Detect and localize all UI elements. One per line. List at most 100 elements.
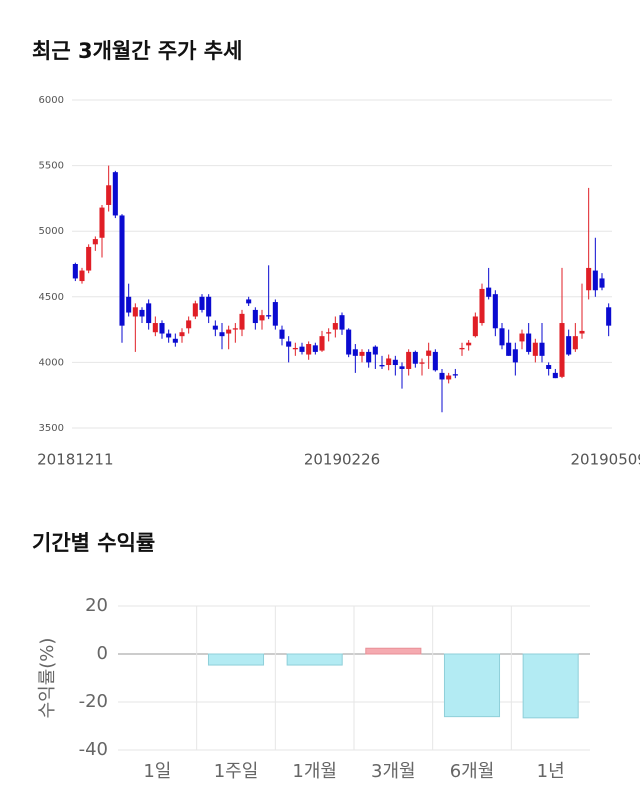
candle-body — [372, 346, 378, 355]
x-tick-label: 6개월 — [450, 761, 495, 782]
y-tick-label: 4500 — [39, 292, 64, 303]
candle-body — [139, 309, 145, 317]
candle-body — [166, 333, 172, 338]
candle-body — [152, 323, 158, 333]
x-tick-label: 20190226 — [304, 451, 380, 469]
candle-body — [312, 345, 318, 352]
candle-body — [359, 351, 365, 356]
y-tick-label: 5500 — [39, 161, 64, 172]
candle-body — [379, 365, 385, 367]
candle-body — [419, 362, 425, 364]
candle-body — [406, 351, 412, 369]
candle-body — [266, 315, 272, 317]
bar — [443, 653, 501, 718]
y-tick-label: 5000 — [39, 226, 64, 237]
y-axis-label: 수익률(%) — [37, 638, 58, 719]
candle-body — [292, 347, 298, 350]
bar-title: 기간별 수익률 — [32, 531, 155, 555]
candle-body — [326, 332, 332, 334]
candle-body — [472, 316, 478, 337]
candle-body — [426, 350, 432, 356]
candle-body — [112, 172, 118, 216]
candle-title: 최근 3개월간 주가 추세 — [32, 39, 242, 63]
candle-body — [532, 342, 538, 356]
candle-body — [579, 330, 585, 334]
candle-body — [146, 303, 152, 324]
bar — [365, 647, 422, 655]
candle-body — [192, 303, 198, 317]
candle-body — [186, 320, 192, 329]
candle-body — [86, 246, 92, 271]
candle-body — [586, 267, 592, 291]
candle-body — [239, 313, 245, 330]
y-tick-label: -40 — [79, 739, 108, 760]
candle-body — [412, 351, 418, 364]
candle-body — [546, 365, 552, 369]
candle-body — [352, 349, 358, 356]
y-tick-label: -20 — [79, 691, 108, 712]
candle-body — [126, 296, 132, 313]
candle-body — [272, 302, 278, 326]
candle-body — [599, 278, 605, 288]
candle-body — [332, 323, 338, 330]
candle-body — [106, 185, 112, 205]
bar — [207, 653, 265, 666]
candle-body — [399, 366, 405, 369]
candle-body — [226, 329, 232, 334]
candle-body — [219, 332, 225, 337]
candle-body — [459, 347, 465, 350]
y-tick-label: 4000 — [39, 357, 64, 368]
candle-body — [212, 325, 218, 330]
x-tick-label: 1년 — [537, 761, 565, 782]
candle-body — [526, 333, 532, 352]
candle-body — [319, 336, 325, 351]
candle-body — [606, 307, 612, 326]
candle-body — [552, 372, 558, 379]
candle-body — [519, 333, 525, 342]
candle-body — [286, 341, 292, 347]
y-tick-label: 0 — [97, 643, 108, 664]
candle-body — [559, 323, 565, 377]
candle-body — [566, 336, 572, 355]
candle-body — [446, 375, 452, 380]
candle-body — [232, 328, 238, 330]
candle-body — [99, 207, 105, 238]
candle-body — [452, 374, 458, 376]
candle-body — [386, 358, 392, 366]
y-tick-label: 6000 — [39, 95, 64, 106]
candle-body — [492, 294, 498, 329]
bar — [522, 653, 579, 719]
candle-body — [499, 328, 505, 346]
x-tick-label: 20190509 — [570, 451, 640, 469]
candle-body — [466, 342, 472, 346]
candle-body — [539, 342, 545, 356]
x-tick-label: 3개월 — [371, 761, 416, 782]
candle-body — [172, 338, 178, 343]
candle-body — [479, 288, 485, 324]
candle-body — [179, 332, 185, 337]
candle-body — [392, 359, 398, 366]
candle-body — [299, 346, 305, 352]
bar — [286, 653, 343, 666]
x-tick-label: 1주일 — [214, 761, 259, 782]
candle-body — [512, 349, 518, 363]
candle-body — [592, 270, 598, 291]
candle-body — [432, 351, 438, 371]
candle-body — [259, 315, 265, 321]
candle-body — [346, 329, 352, 355]
candle-body — [132, 307, 138, 317]
candle-body — [79, 270, 85, 282]
x-tick-label: 1개월 — [292, 761, 337, 782]
candle-body — [119, 215, 125, 326]
candle-body — [279, 329, 285, 339]
candle-body — [252, 309, 258, 324]
x-tick-label: 20181211 — [37, 451, 113, 469]
candle-body — [159, 323, 165, 334]
candle-body — [306, 344, 312, 355]
candle-body — [246, 299, 252, 304]
candle-body — [439, 372, 445, 380]
candle-body — [92, 239, 98, 245]
x-tick-label: 1일 — [143, 761, 171, 782]
y-tick-label: 3500 — [39, 423, 64, 434]
